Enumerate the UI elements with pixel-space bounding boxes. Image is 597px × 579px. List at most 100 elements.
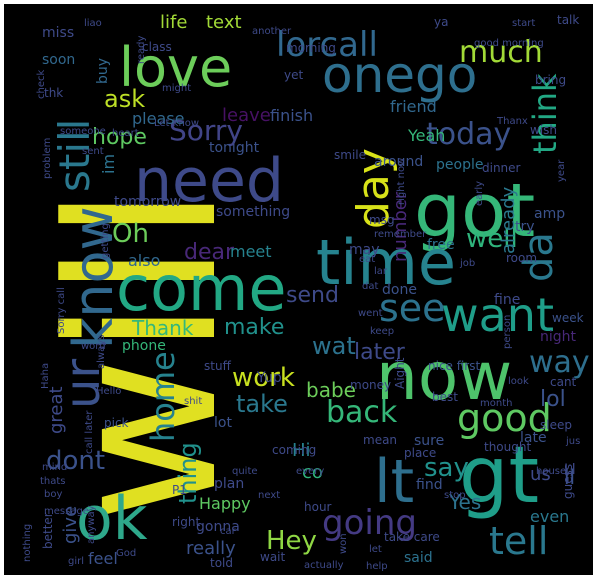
cloud-word: Hey <box>266 526 317 556</box>
cloud-word: later <box>354 340 406 365</box>
cloud-word: amp <box>534 206 565 222</box>
cloud-word: take <box>236 390 288 418</box>
cloud-word: co <box>302 462 323 483</box>
cloud-word: ready <box>136 35 147 64</box>
cloud-word: car <box>220 526 237 537</box>
cloud-word: next <box>258 490 280 501</box>
cloud-word: dinner <box>482 161 521 175</box>
cloud-word: find <box>416 477 443 493</box>
cloud-word: place <box>404 446 436 460</box>
cloud-word: finish <box>270 106 313 125</box>
cloud-word: told <box>210 556 233 570</box>
cloud-word: ask <box>104 85 145 113</box>
cloud-word: phone <box>122 338 166 354</box>
cloud-word: Thanx <box>496 116 528 127</box>
cloud-word: hour <box>304 500 332 514</box>
cloud-word: really <box>186 538 236 559</box>
cloud-word: early <box>474 181 485 206</box>
cloud-word: today <box>426 117 511 152</box>
cloud-word: people <box>436 157 483 173</box>
cloud-word: eat <box>359 254 375 265</box>
cloud-word: thought <box>484 440 531 454</box>
word-cloud: will ok now lt gt got time come need love onego kno… <box>4 4 593 575</box>
cloud-word: time <box>316 226 456 299</box>
cloud-word: coming <box>272 443 316 457</box>
cloud-word: girl <box>68 556 84 567</box>
cloud-word: month <box>480 398 512 409</box>
cloud-word: give <box>60 506 81 544</box>
cloud-word: anyway <box>86 505 97 544</box>
cloud-word: money <box>350 378 391 392</box>
cloud-word: Hello <box>96 386 121 397</box>
cloud-word: day <box>348 148 399 229</box>
cloud-word: dear <box>184 240 235 265</box>
cloud-word: word <box>81 341 106 352</box>
cloud-word: want <box>441 288 554 342</box>
cloud-word: yet <box>284 68 303 82</box>
cloud-word: around <box>374 154 423 170</box>
cloud-word: home <box>144 351 182 442</box>
cloud-word: look <box>508 376 529 387</box>
cloud-word: ur <box>55 359 111 409</box>
cloud-word: see <box>379 286 446 330</box>
cloud-word: heart <box>112 128 139 139</box>
cloud-word: back <box>326 395 398 430</box>
cloud-word: much <box>459 35 543 70</box>
cloud-word: late <box>520 430 547 446</box>
cloud-word: start <box>512 18 535 29</box>
cloud-word: may <box>349 242 380 258</box>
cloud-word: plan <box>214 476 244 492</box>
cloud-word: love <box>119 36 232 99</box>
cloud-word: im <box>99 154 118 174</box>
cloud-word: nothing <box>22 524 33 562</box>
cloud-word: know <box>62 206 125 349</box>
cloud-word: need <box>134 146 284 216</box>
cloud-word: good <box>457 396 552 440</box>
cloud-word: come <box>116 252 287 325</box>
cloud-word: remember <box>374 229 427 240</box>
cloud-word: better <box>41 512 55 549</box>
cloud-word: now <box>376 338 512 415</box>
cloud-word: tell <box>489 519 548 563</box>
cloud-word: problem <box>42 138 53 179</box>
cloud-word: thing <box>174 442 202 504</box>
cloud-word: wat <box>312 332 356 360</box>
cloud-word: shit <box>184 396 202 407</box>
cloud-word: leave <box>222 105 271 126</box>
cloud-word: P1 <box>172 483 187 497</box>
cloud-word: every <box>296 466 324 477</box>
cloud-word: feel <box>88 549 118 568</box>
cloud-word: meet <box>230 242 272 261</box>
cloud-word: year <box>556 159 567 182</box>
cloud-word: talk <box>557 13 579 27</box>
cloud-word: always <box>96 335 107 369</box>
cloud-word: Happy <box>199 494 251 513</box>
cloud-word: check <box>36 70 47 99</box>
cloud-word: send <box>286 283 339 308</box>
cloud-word: gonna <box>196 519 240 535</box>
cloud-word: nice first <box>428 359 480 373</box>
cloud-word: God <box>116 548 136 559</box>
cloud-word: stuff <box>204 359 232 373</box>
cloud-word: dat <box>362 281 378 292</box>
cloud-word: friend <box>390 97 437 116</box>
cloud-word: way <box>529 345 590 380</box>
cloud-word: person <box>502 315 513 349</box>
cloud-word: went <box>358 308 383 319</box>
cloud-word: hope <box>92 125 147 150</box>
cloud-word: gt <box>459 431 539 521</box>
cloud-word: Ll <box>564 462 576 478</box>
cloud-word: please <box>132 109 184 128</box>
cloud-word: liao <box>84 18 102 29</box>
cloud-word: help <box>366 561 388 572</box>
cloud-word: won <box>338 533 349 554</box>
cloud-word: something <box>216 204 290 220</box>
cloud-word: right now <box>396 158 407 205</box>
cloud-word: cant <box>550 375 577 389</box>
cloud-word: best <box>432 390 458 404</box>
cloud-word: Hi <box>292 440 311 461</box>
cloud-word: will <box>25 185 263 524</box>
cloud-word: free <box>427 237 455 253</box>
cloud-word: Yeah <box>407 126 445 145</box>
